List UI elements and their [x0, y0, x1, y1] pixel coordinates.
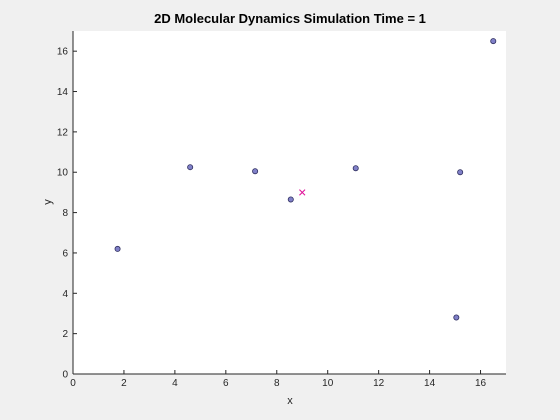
particle-point: [352, 165, 359, 172]
particle-point: [114, 245, 121, 252]
x-tick-label: 16: [475, 378, 487, 389]
y-tick-label: 6: [62, 248, 68, 259]
x-tick-label: 14: [424, 378, 436, 389]
particle-point: [490, 38, 497, 45]
x-tick-label: 2: [121, 378, 127, 389]
particle-point: [457, 169, 464, 176]
x-marker-stroke: [299, 189, 306, 196]
particle-point: [187, 164, 194, 171]
chart-title: 2D Molecular Dynamics Simulation Time = …: [154, 11, 426, 26]
axes: 0 2 4 6 8 10 12 14 16 0 2 4 6 8 10 12 14 16: [57, 31, 506, 389]
y-tick-label: 10: [57, 168, 69, 179]
particle-point: [453, 314, 460, 321]
particle-point: [287, 196, 294, 203]
x-tick-label: 0: [70, 378, 76, 389]
x-tick-label: 10: [322, 378, 334, 389]
y-tick-label: 0: [62, 370, 68, 381]
plot-area: [73, 31, 506, 374]
y-tick-label: 12: [57, 127, 69, 138]
x-tick-label: 8: [274, 378, 280, 389]
x-axis-label: x: [287, 395, 293, 407]
x-tick-label: 6: [223, 378, 229, 389]
target-x-marker: [299, 189, 306, 196]
y-tick-label: 2: [62, 329, 68, 340]
y-tick-label: 16: [57, 47, 69, 58]
y-tick-label: 4: [62, 289, 68, 300]
y-tick-label: 14: [57, 87, 69, 98]
x-tick-label: 12: [373, 378, 385, 389]
particle-point: [252, 168, 259, 175]
data-marks: [114, 38, 497, 321]
y-tick-label: 8: [62, 208, 68, 219]
y-axis-label: y: [42, 199, 54, 205]
x-tick-label: 4: [172, 378, 178, 389]
